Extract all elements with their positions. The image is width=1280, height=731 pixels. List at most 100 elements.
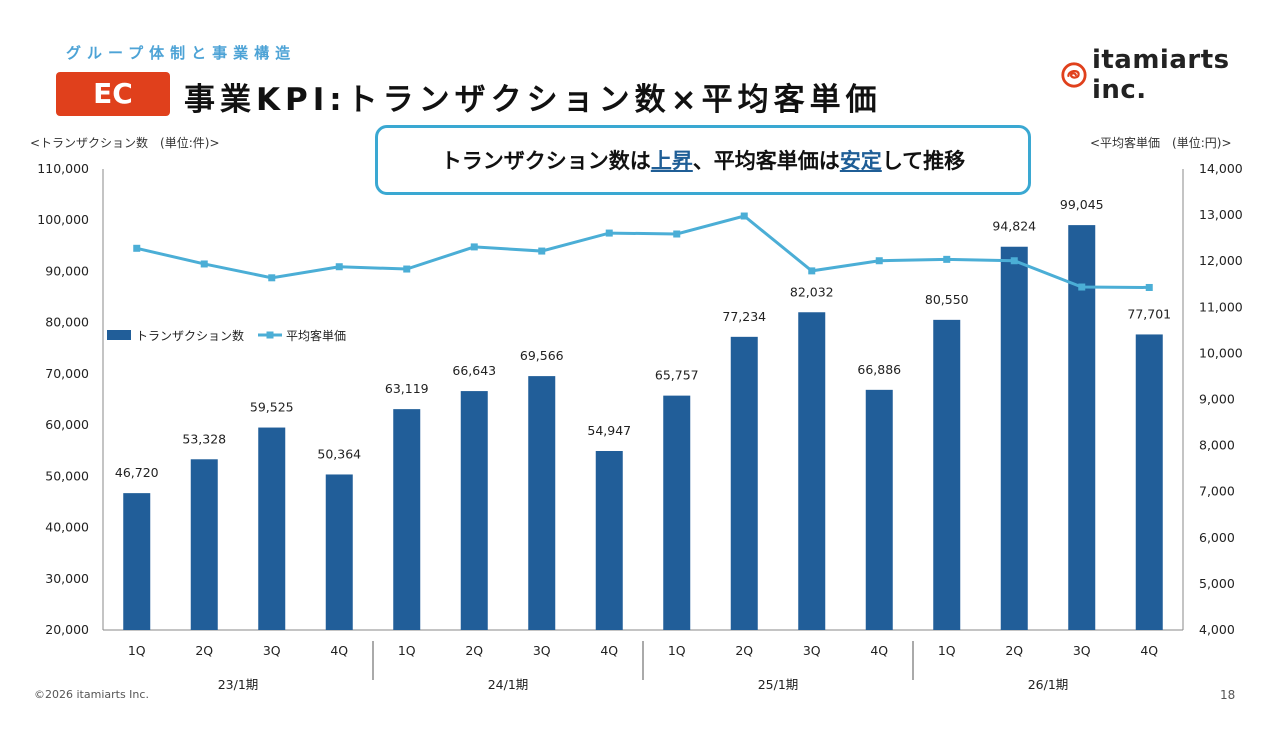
left-tick-label: 110,000 (37, 161, 89, 176)
line-point (1145, 283, 1153, 291)
category-label: 2Q (195, 643, 213, 658)
category-badge: EC (56, 72, 170, 116)
bar (730, 336, 758, 630)
bar (595, 450, 623, 630)
right-tick-label: 11,000 (1199, 299, 1243, 314)
right-tick-label: 6,000 (1199, 530, 1235, 545)
bar-data-label: 50,364 (317, 446, 361, 461)
right-tick-label: 5,000 (1199, 576, 1235, 591)
line-point (673, 230, 681, 238)
bar-data-label: 77,234 (722, 309, 766, 324)
line-point (943, 255, 951, 263)
line-point (200, 260, 208, 268)
bar (190, 459, 218, 630)
category-label: 4Q (330, 643, 348, 658)
legend-line-label: 平均客単価 (286, 328, 346, 343)
legend-line-marker (266, 331, 274, 339)
callout-text-2: 、平均客単価は (692, 149, 840, 173)
left-axis-unit: <トランザクション数 (単位:件)> (30, 136, 220, 150)
bar-data-label: 53,328 (182, 431, 226, 446)
category-label: 4Q (870, 643, 888, 658)
category-label: 3Q (533, 643, 551, 658)
category-label: 1Q (938, 643, 956, 658)
bar (393, 409, 421, 630)
callout-highlight-rise: 上昇 (650, 149, 693, 173)
group-label: 25/1期 (758, 677, 799, 692)
line-point (1010, 257, 1018, 265)
group-label: 26/1期 (1028, 677, 1069, 692)
left-tick-label: 50,000 (45, 468, 89, 483)
category-label: 3Q (263, 643, 281, 658)
right-tick-label: 4,000 (1199, 622, 1235, 637)
category-label: 1Q (668, 643, 686, 658)
line-series (136, 214, 1150, 289)
bar (663, 395, 691, 630)
category-label: 2Q (735, 643, 753, 658)
bar-data-label: 54,947 (587, 423, 631, 438)
company-logo: itamiarts inc. (1060, 45, 1280, 105)
logo-mark-icon (1061, 62, 1087, 88)
right-tick-label: 8,000 (1199, 438, 1235, 453)
bar-data-label: 80,550 (925, 292, 969, 307)
bar (123, 493, 151, 630)
category-label: 2Q (465, 643, 483, 658)
bar (325, 474, 353, 630)
line-point (268, 274, 276, 282)
right-axis-unit: <平均客単価 (単位:円)> (1090, 136, 1232, 150)
bar-data-label: 66,886 (857, 362, 901, 377)
category-label: 3Q (1073, 643, 1091, 658)
category-label: 1Q (128, 643, 146, 658)
page-title: 事業KPI:トランザクション数×平均客単価 (184, 82, 882, 118)
bar (528, 376, 556, 630)
bar (1000, 246, 1028, 630)
right-tick-label: 9,000 (1199, 392, 1235, 407)
category-label: 3Q (803, 643, 821, 658)
logo-text: itamiarts inc. (1091, 45, 1230, 105)
bar (1135, 334, 1163, 630)
category-label: 4Q (1140, 643, 1158, 658)
line-point (808, 267, 816, 275)
line-point (470, 243, 478, 251)
line-point (740, 212, 748, 220)
callout-text-1: トランザクション数は (440, 149, 651, 173)
line-point (335, 263, 343, 271)
right-tick-label: 10,000 (1199, 345, 1243, 360)
left-tick-label: 90,000 (45, 263, 89, 278)
bar-data-label: 94,824 (992, 219, 1036, 234)
right-tick-label: 14,000 (1199, 161, 1243, 176)
callout-highlight-stable: 安定 (839, 149, 882, 173)
group-label: 23/1期 (218, 677, 259, 692)
copyright: ©2026 itamiarts Inc. (34, 688, 149, 701)
bar (798, 312, 826, 630)
callout-text-3: して推移 (881, 149, 966, 173)
page-number: 18 (1220, 688, 1236, 702)
group-label: 24/1期 (488, 677, 529, 692)
line-point (1078, 283, 1086, 291)
right-tick-label: 12,000 (1199, 253, 1243, 268)
left-tick-label: 40,000 (45, 520, 89, 535)
right-tick-label: 13,000 (1199, 207, 1243, 222)
left-tick-label: 80,000 (45, 315, 89, 330)
line-point (875, 257, 883, 265)
category-label: 4Q (600, 643, 618, 658)
category-label: 2Q (1005, 643, 1023, 658)
section-label: グループ体制と事業構造 (66, 44, 297, 62)
bar-data-label: 99,045 (1060, 197, 1104, 212)
bar (460, 391, 488, 630)
bar-data-label: 66,643 (452, 363, 496, 378)
bar (933, 319, 961, 630)
bar (1068, 225, 1096, 630)
left-tick-label: 30,000 (45, 571, 89, 586)
right-tick-label: 7,000 (1199, 484, 1235, 499)
bar-data-label: 69,566 (520, 348, 564, 363)
bar-data-label: 82,032 (790, 284, 834, 299)
left-tick-label: 70,000 (45, 366, 89, 381)
bar (258, 427, 286, 630)
category-label: 1Q (398, 643, 416, 658)
bar-data-label: 77,701 (1127, 306, 1171, 321)
line-point (403, 265, 411, 273)
bar (865, 389, 893, 630)
bar-data-label: 59,525 (250, 400, 294, 415)
left-tick-label: 60,000 (45, 417, 89, 432)
